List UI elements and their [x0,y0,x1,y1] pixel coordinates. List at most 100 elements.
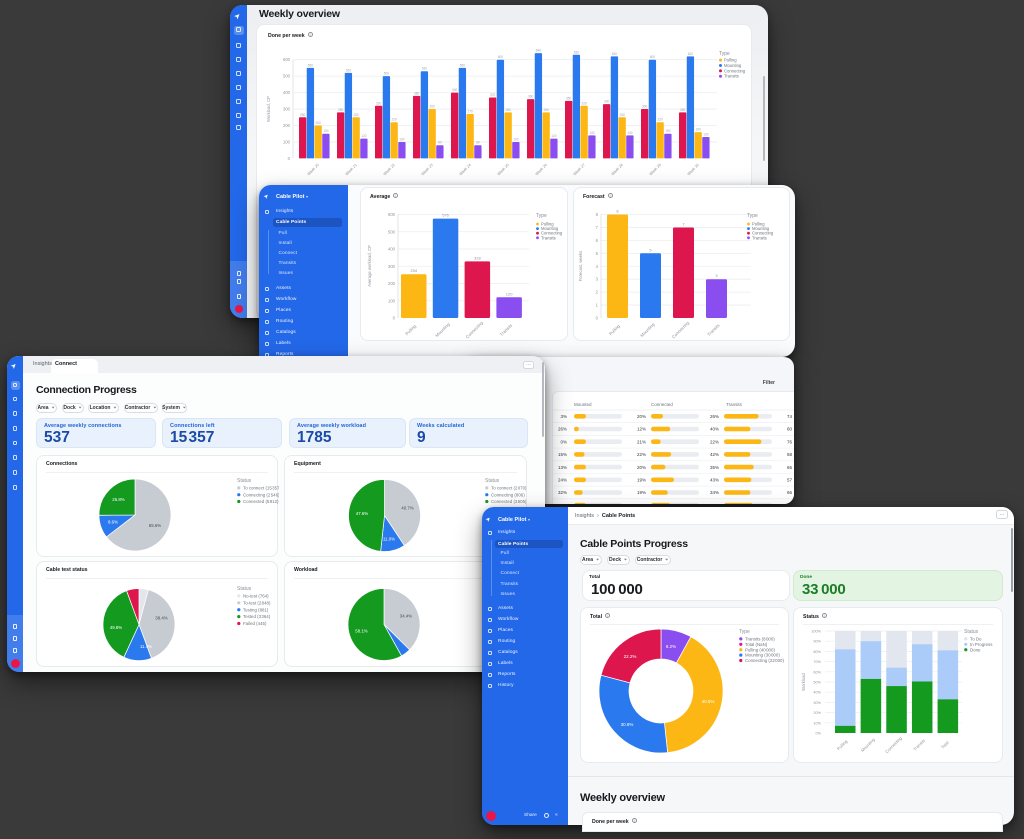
svg-text:90%: 90% [813,640,821,644]
svg-text:Connected (5 912): Connected (5 912) [243,499,279,504]
svg-text:150: 150 [665,129,671,133]
svg-text:600: 600 [283,57,291,62]
svg-text:250: 250 [300,113,306,117]
svg-text:26%: 26% [710,414,719,419]
svg-text:30%: 30% [813,701,821,705]
svg-text:Average workload, CP: Average workload, CP [367,245,372,287]
svg-text:Transits (8 000): Transits (8 000) [745,637,775,642]
svg-text:550: 550 [460,63,466,67]
svg-text:To connect (15 357): To connect (15 357) [243,486,279,491]
svg-text:370: 370 [490,93,496,97]
svg-text:26%: 26% [558,427,567,432]
svg-text:Week 29: Week 29 [649,163,662,176]
svg-text:Connecting: Connecting [884,735,903,754]
svg-text:Transits: Transits [724,74,739,79]
svg-text:25.8%: 25.8% [112,497,125,502]
svg-text:Week 25: Week 25 [497,163,510,176]
svg-text:38.4%: 38.4% [155,616,168,621]
svg-text:Transits: Transits [726,402,743,407]
svg-text:350: 350 [566,96,572,100]
svg-text:Tested (3 364): Tested (3 364) [243,614,271,619]
svg-text:4: 4 [596,264,599,269]
svg-text:Mounting: Mounting [434,321,451,338]
svg-text:Total (NaN): Total (NaN) [745,642,768,647]
svg-text:Status: Status [237,478,252,484]
svg-text:20%: 20% [637,414,646,419]
svg-text:No-test (764): No-test (764) [243,594,269,599]
svg-text:Week 30: Week 30 [687,163,700,176]
svg-text:5: 5 [649,247,652,252]
svg-text:65: 65 [787,465,793,470]
svg-text:43%: 43% [710,478,719,483]
svg-text:Mounting: Mounting [860,737,876,753]
svg-text:400: 400 [388,247,396,252]
svg-text:Week 28: Week 28 [611,163,624,176]
svg-text:Forecast, weeks: Forecast, weeks [578,251,583,282]
svg-text:Pulling: Pulling [541,222,554,227]
svg-text:Failed (445): Failed (445) [243,621,267,626]
svg-text:254: 254 [410,268,417,273]
svg-text:Week 27: Week 27 [573,163,586,176]
svg-text:80%: 80% [813,650,821,654]
svg-text:0: 0 [393,316,396,321]
svg-text:Connecting: Connecting [752,231,774,236]
svg-text:34%: 34% [710,490,719,495]
svg-text:60: 60 [787,427,793,432]
svg-text:Type: Type [536,213,547,219]
svg-text:280: 280 [543,108,549,112]
svg-text:130: 130 [703,133,709,137]
svg-text:Mounting: Mounting [541,226,559,231]
svg-text:140: 140 [627,131,633,135]
svg-text:Connecting: Connecting [671,320,691,340]
svg-text:2: 2 [596,290,599,295]
svg-text:Connecting: Connecting [724,68,746,73]
svg-text:280: 280 [680,108,686,112]
svg-text:Mounting: Mounting [724,63,742,68]
svg-text:20%: 20% [813,711,821,715]
svg-text:34.4%: 34.4% [400,614,413,619]
svg-text:24%: 24% [558,478,567,483]
svg-text:8.6%: 8.6% [108,520,118,525]
svg-text:100: 100 [283,139,291,144]
svg-text:22%: 22% [710,439,719,444]
svg-text:500: 500 [384,72,390,76]
svg-text:530: 530 [422,67,428,71]
svg-text:200: 200 [315,121,321,125]
svg-text:0: 0 [596,316,599,321]
svg-text:630: 630 [574,50,580,54]
svg-text:Week 21: Week 21 [345,163,358,176]
svg-text:250: 250 [353,113,359,117]
svg-text:360: 360 [528,95,534,99]
svg-text:Pulling: Pulling [836,738,849,751]
svg-text:Status: Status [964,629,979,635]
svg-text:Type: Type [719,51,730,57]
svg-text:Type: Type [739,629,750,635]
svg-text:600: 600 [388,212,396,217]
svg-text:65.6%: 65.6% [149,523,162,528]
svg-text:100%: 100% [811,630,821,634]
svg-text:0: 0 [288,156,291,161]
svg-text:400: 400 [283,90,291,95]
svg-text:8: 8 [596,212,599,217]
svg-text:50%: 50% [813,681,821,685]
svg-text:Pulling: Pulling [404,323,417,336]
svg-text:58: 58 [787,452,793,457]
svg-text:Total: Total [940,740,950,750]
svg-text:640: 640 [536,49,542,53]
svg-text:620: 620 [688,52,694,56]
svg-text:40%: 40% [710,427,719,432]
svg-text:38%: 38% [710,503,719,504]
svg-text:Week 23: Week 23 [421,163,434,176]
svg-text:Week 20: Week 20 [307,163,320,176]
svg-text:100: 100 [388,298,396,303]
svg-text:Transits: Transits [499,322,514,337]
svg-text:58.1%: 58.1% [355,629,368,634]
svg-text:Mounting: Mounting [639,321,656,338]
svg-text:11.0%: 11.0% [383,537,395,542]
svg-text:576: 576 [442,213,449,218]
svg-text:320: 320 [581,101,587,105]
svg-text:19%: 19% [637,478,646,483]
svg-text:150: 150 [323,129,329,133]
svg-text:120: 120 [506,291,513,296]
svg-text:280: 280 [338,108,344,112]
